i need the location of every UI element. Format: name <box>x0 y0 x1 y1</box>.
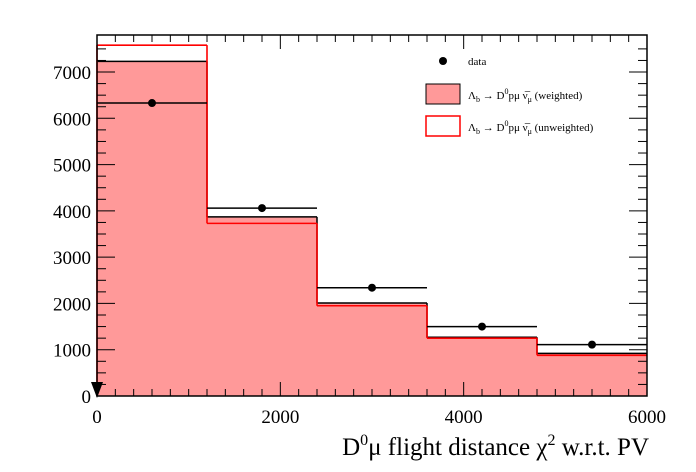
legend-weighted-label: Λb → D0pμ ν̅μ (weighted) <box>468 87 583 104</box>
weighted-bar <box>427 337 537 396</box>
y-tick-label: 7000 <box>53 63 91 84</box>
tick-labels: 0 1000 2000 3000 4000 5000 6000 7000 0 2000 4000 60… <box>53 63 666 428</box>
legend-data-label: data <box>468 56 486 68</box>
data-point <box>148 99 156 108</box>
data-point <box>258 204 266 213</box>
weighted-bar <box>537 353 647 396</box>
y-tick-label: 5000 <box>53 156 91 177</box>
y-tick-label: 1000 <box>53 341 91 362</box>
x-tick-label: 6000 <box>628 407 666 428</box>
data-point <box>368 283 376 292</box>
y-tick-label: 2000 <box>53 294 91 315</box>
weighted-bar <box>207 216 317 396</box>
legend-unweighted-label: Λb → D0pμ ν̅μ (unweighted) <box>468 119 594 136</box>
y-axis-arrow <box>91 382 103 398</box>
x-tick-label: 4000 <box>445 407 483 428</box>
weighted-bar <box>317 302 427 396</box>
weighted-fill-layer <box>97 61 647 396</box>
y-tick-label: 0 <box>82 387 92 408</box>
x-axis-title: D0μ flight distance χ2 w.r.t. PV <box>342 432 649 461</box>
data-point <box>478 322 486 331</box>
legend-data-marker <box>439 57 447 65</box>
y-tick-label: 4000 <box>53 202 91 223</box>
legend-unweighted-swatch <box>425 115 461 137</box>
legend-weighted-swatch <box>425 83 461 105</box>
y-tick-label: 3000 <box>53 248 91 269</box>
data-point <box>588 340 596 349</box>
weighted-bar <box>97 61 207 396</box>
legend: data Λb → D0pμ ν̅μ (weighted) Λb → D0pμ … <box>425 56 594 137</box>
data-points <box>97 99 647 349</box>
x-tick-label: 0 <box>92 407 102 428</box>
x-tick-label: 2000 <box>261 407 299 428</box>
y-tick-label: 6000 <box>53 109 91 130</box>
